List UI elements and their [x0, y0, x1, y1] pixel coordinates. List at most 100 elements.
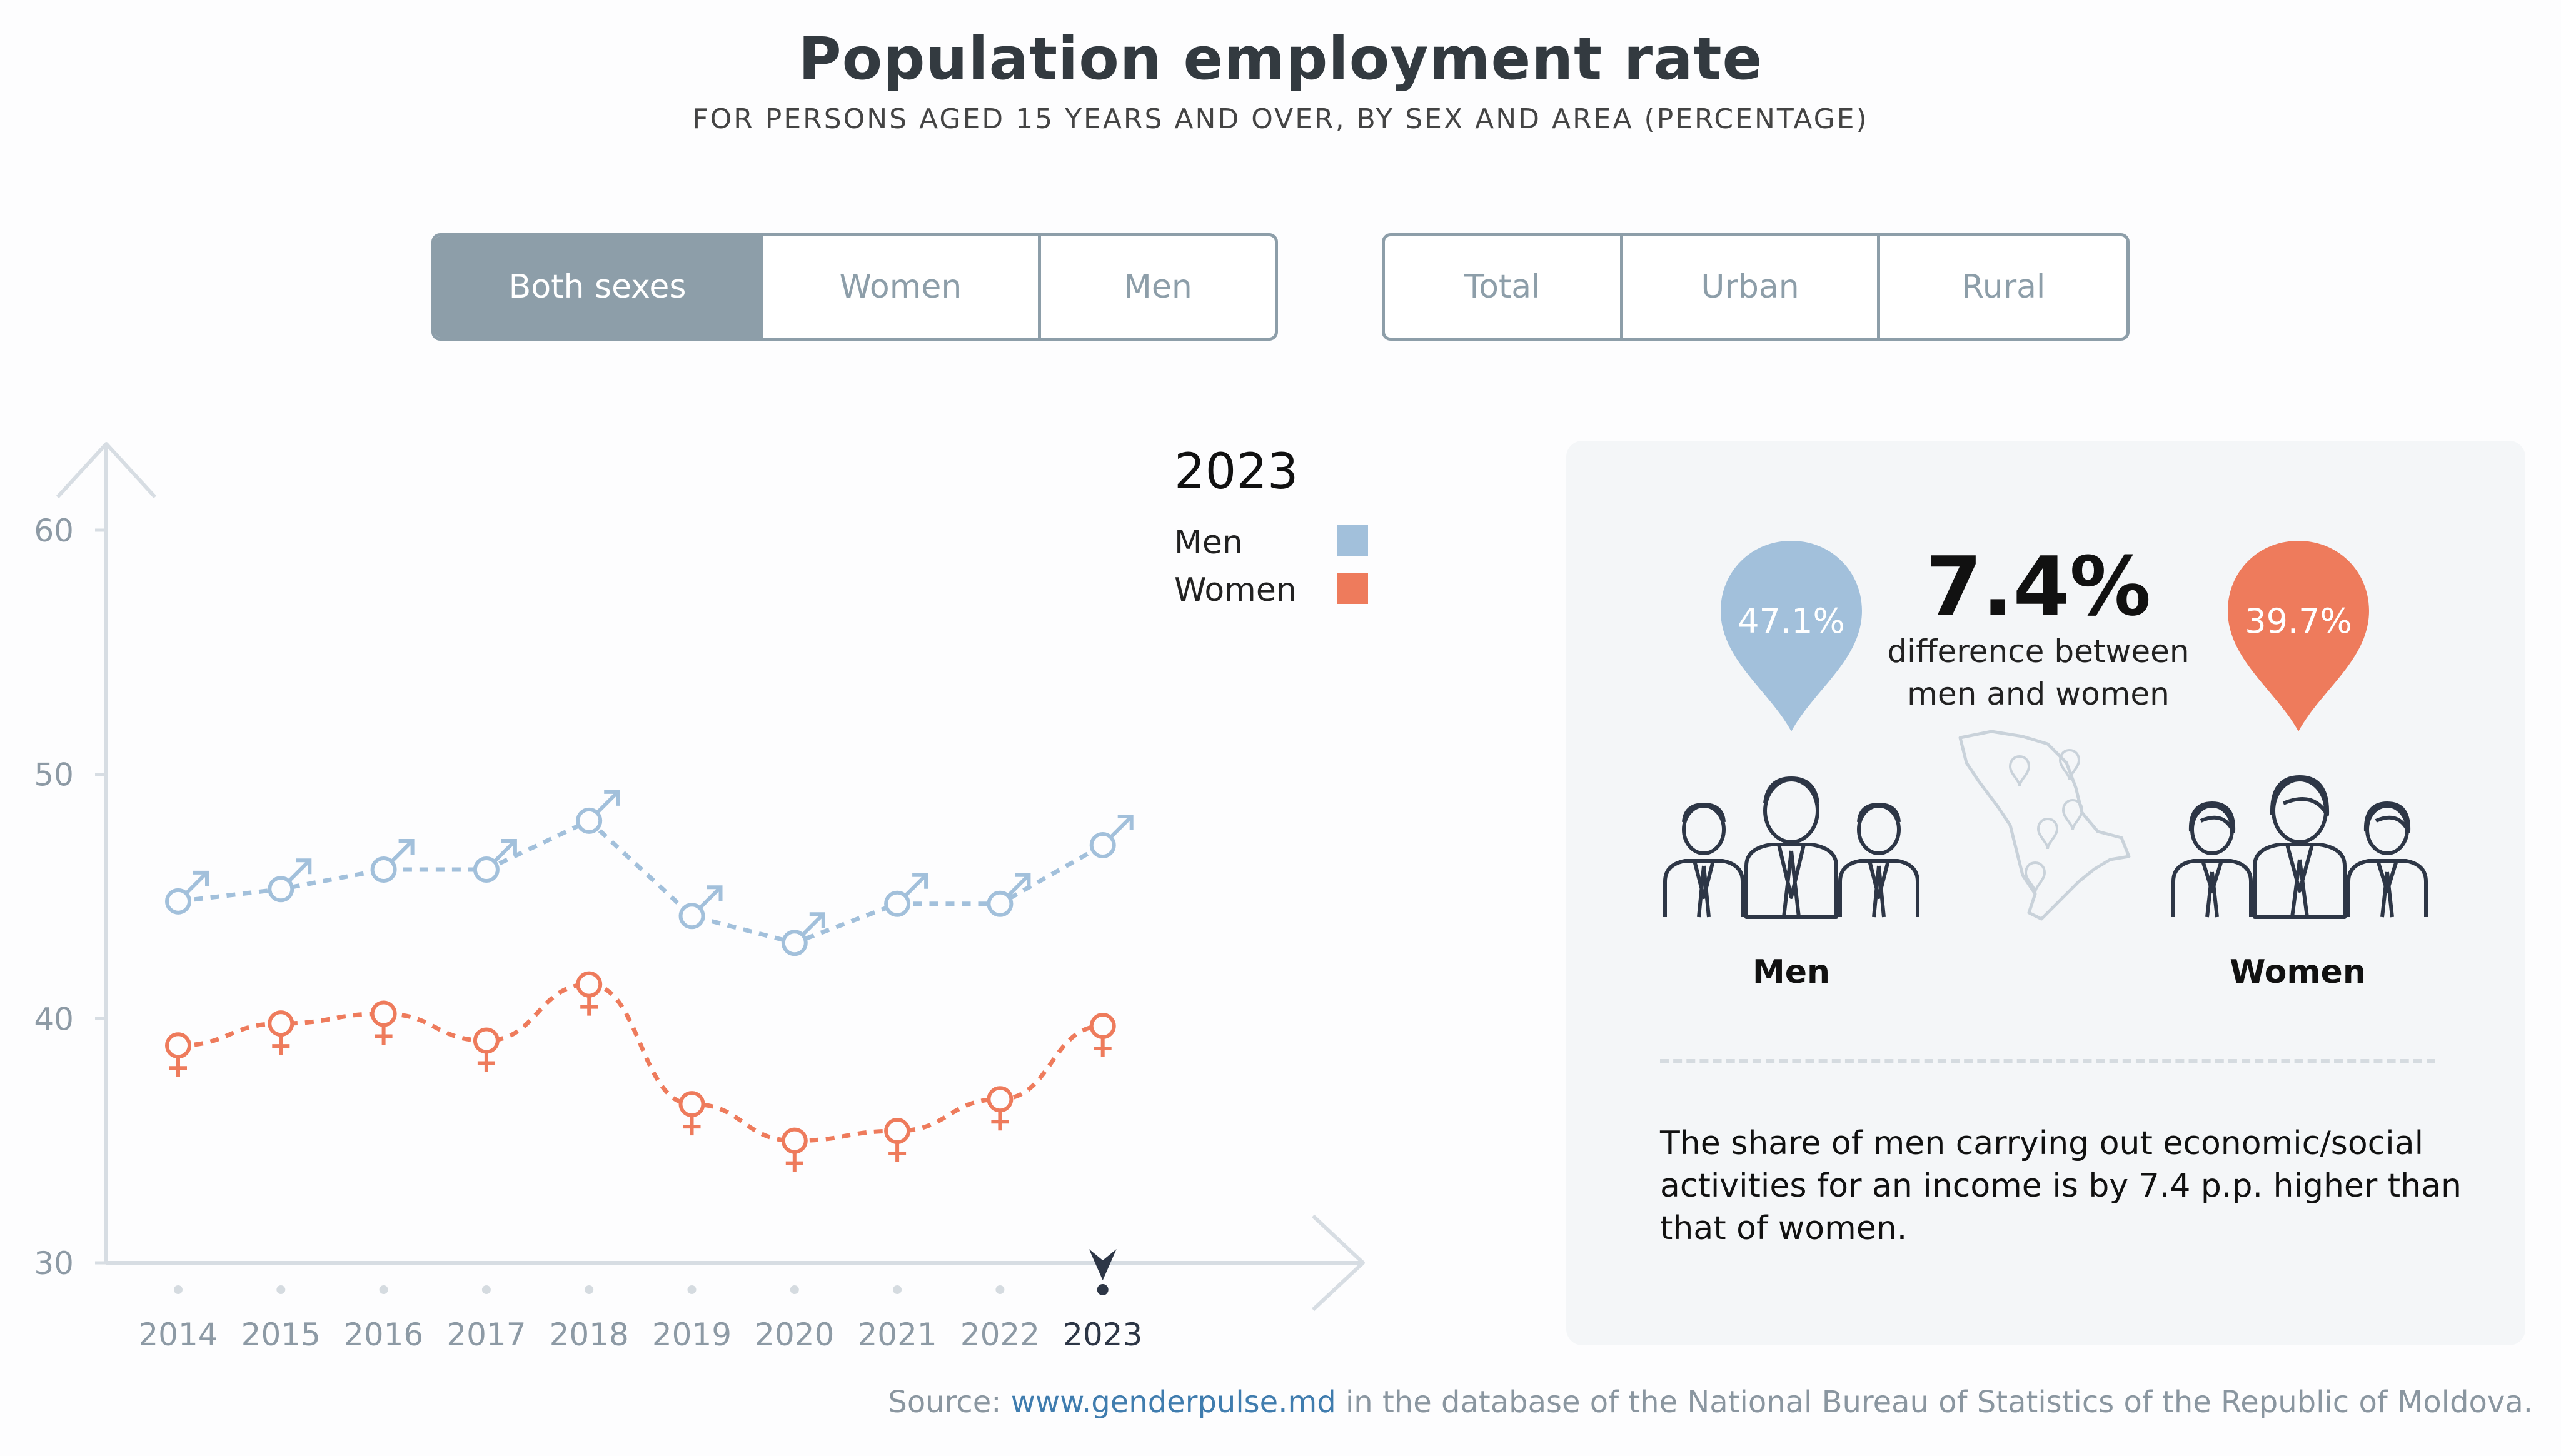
male-symbol-arrow-head: [501, 839, 517, 855]
male-symbol-icon: [576, 790, 620, 834]
series-point: [987, 890, 1014, 917]
x-tick-dot: [1097, 1284, 1109, 1295]
female-symbol-icon: [165, 1032, 191, 1077]
male-symbol-arrow-shaft: [1110, 816, 1132, 838]
male-symbol-arrow-head: [809, 912, 825, 928]
series-point: [576, 807, 603, 834]
legend-women-swatch: [1337, 573, 1368, 604]
women-series-line: [178, 982, 1103, 1143]
women-series: [165, 971, 1116, 1172]
female-symbol-icon: [268, 1010, 294, 1055]
male-symbol-arrow-shaft: [391, 840, 413, 863]
y-tick-label: 40: [34, 1001, 74, 1037]
sex-filter: Both sexes Women Men: [431, 233, 1278, 341]
male-symbol-icon: [884, 873, 928, 917]
female-symbol-icon: [678, 1091, 705, 1136]
x-tick-dot: [585, 1285, 594, 1294]
difference-text: difference between men and women: [1887, 633, 2190, 712]
x-tick-dot: [481, 1285, 491, 1294]
x-tick-dot: [379, 1285, 388, 1294]
male-symbol-arrow-head: [912, 873, 928, 889]
x-tick-label: 2015: [241, 1317, 321, 1353]
x-tick-label: 2014: [138, 1317, 218, 1353]
series-point: [370, 856, 397, 883]
series-point: [268, 1010, 294, 1037]
male-symbol-arrow-head: [193, 870, 209, 886]
male-symbol-arrow-shaft: [802, 914, 823, 936]
page-subtitle: FOR PERSONS AGED 15 YEARS AND OVER, BY S…: [692, 103, 1869, 135]
male-symbol-icon: [1089, 814, 1134, 858]
series-point: [987, 1086, 1014, 1113]
women-value-label: 39.7%: [2245, 601, 2352, 641]
male-symbol-arrow-shaft: [185, 872, 208, 894]
women-group-icon: [2171, 775, 2428, 919]
legend-women-label: Women: [1174, 571, 1297, 609]
men-group-label: Men: [1752, 953, 1831, 991]
x-tick-label: 2023: [1063, 1317, 1142, 1353]
male-symbol-arrow-shaft: [699, 887, 721, 909]
male-symbol-arrow-shaft: [596, 791, 618, 814]
x-tick-dot: [687, 1285, 697, 1294]
series-point: [781, 1127, 808, 1154]
x-tick-label: 2019: [652, 1317, 732, 1353]
male-symbol-arrow-shaft: [1007, 875, 1029, 896]
women-value-pin-icon: [2228, 541, 2369, 731]
male-symbol-icon: [678, 885, 723, 930]
male-symbol-arrow-shaft: [288, 860, 310, 882]
page-title: Population employment rate: [798, 25, 1763, 93]
series-point: [370, 1000, 397, 1027]
summary-note: The share of men carrying out economic/s…: [1660, 1125, 2462, 1247]
female-symbol-icon: [987, 1086, 1014, 1131]
men-value-pin-icon: [1721, 541, 1862, 731]
moldova-map-icon: [1958, 730, 2131, 921]
source-line: Source: www.genderpulse.md in the databa…: [888, 1385, 2533, 1420]
series-point: [473, 1027, 500, 1054]
filter-both-sexes-button[interactable]: Both sexes: [435, 236, 764, 338]
x-tick-dot: [995, 1285, 1005, 1294]
filter-rural-button[interactable]: Rural: [1961, 268, 2046, 306]
male-symbol-icon: [165, 870, 209, 915]
men-series-line: [178, 818, 1104, 945]
men-value-label: 47.1%: [1738, 601, 1845, 641]
y-tick-label: 50: [34, 757, 74, 793]
filter-men-button[interactable]: Men: [1123, 268, 1192, 306]
filter-total-button[interactable]: Total: [1385, 236, 1623, 338]
series-point: [678, 903, 705, 930]
y-tick-label: 60: [34, 513, 74, 549]
year-selector-arrow-icon: [1089, 1249, 1117, 1280]
series-point: [1089, 1013, 1116, 1040]
female-symbol-icon: [370, 1000, 397, 1045]
x-tick-dot: [893, 1285, 902, 1294]
filter-women-button[interactable]: Women: [763, 236, 1041, 338]
male-symbol-arrow-head: [398, 839, 415, 855]
source-link[interactable]: www.genderpulse.md: [1010, 1385, 1336, 1420]
male-symbol-arrow-shaft: [493, 840, 516, 863]
filter-urban-button[interactable]: Urban: [1623, 236, 1881, 338]
female-symbol-icon: [576, 971, 603, 1016]
difference-value: 7.4%: [1925, 539, 2151, 634]
male-symbol-icon: [781, 912, 825, 956]
male-symbol-arrow-head: [1117, 814, 1134, 830]
male-symbol-icon: [268, 858, 312, 903]
men-series: [165, 790, 1134, 956]
legend-men-swatch: [1337, 525, 1368, 556]
series-point: [1089, 831, 1116, 858]
panel-divider: [1660, 1059, 2435, 1063]
x-tick-label: 2020: [755, 1317, 834, 1353]
male-symbol-icon: [473, 839, 517, 883]
series-point: [165, 1032, 191, 1059]
male-symbol-icon: [987, 873, 1031, 917]
male-symbol-arrow-head: [1015, 873, 1031, 889]
male-symbol-arrow-head: [296, 858, 312, 875]
women-group-label: Women: [2230, 953, 2366, 991]
x-tick-dot: [276, 1285, 286, 1294]
series-point: [884, 1118, 911, 1145]
x-tick-label: 2021: [857, 1317, 937, 1353]
series-point: [473, 856, 500, 883]
x-tick-label: 2018: [550, 1317, 629, 1353]
x-tick-label: 2016: [344, 1317, 423, 1353]
male-symbol-arrow-head: [604, 790, 620, 806]
female-symbol-icon: [1089, 1013, 1116, 1058]
series-point: [678, 1091, 705, 1118]
y-axis-arrow-icon: [56, 442, 157, 499]
